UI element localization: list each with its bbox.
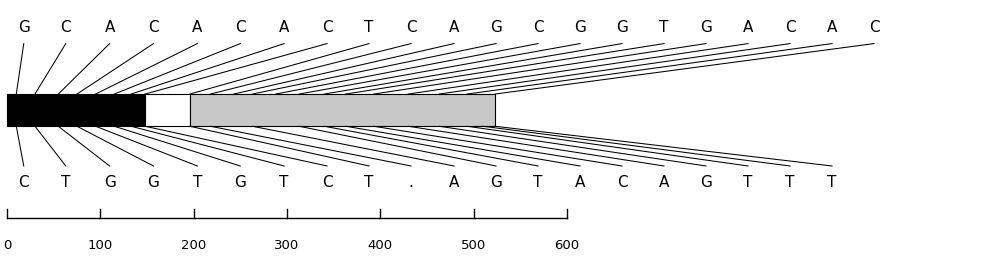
Text: 400: 400	[368, 239, 393, 252]
Text: A: A	[575, 175, 585, 190]
Text: A: A	[449, 20, 459, 35]
Text: G: G	[148, 175, 159, 190]
Text: T: T	[364, 175, 374, 190]
Text: 0: 0	[3, 239, 11, 252]
Text: T: T	[533, 175, 543, 190]
Text: A: A	[279, 20, 289, 35]
Text: C: C	[617, 175, 627, 190]
Text: C: C	[18, 175, 29, 190]
Text: G: G	[104, 175, 116, 190]
Text: T: T	[193, 175, 202, 190]
Text: A: A	[743, 20, 753, 35]
Text: C: C	[322, 175, 332, 190]
Text: G: G	[616, 20, 628, 35]
Text: T: T	[659, 20, 669, 35]
Text: G: G	[18, 20, 30, 35]
Text: A: A	[659, 175, 669, 190]
Text: T: T	[61, 175, 70, 190]
Text: C: C	[406, 20, 416, 35]
Text: G: G	[490, 175, 502, 190]
Text: 500: 500	[461, 239, 486, 252]
Text: T: T	[785, 175, 795, 190]
Bar	[7, 94, 145, 126]
Text: 300: 300	[274, 239, 300, 252]
Text: C: C	[235, 20, 246, 35]
Text: T: T	[279, 175, 289, 190]
Text: C: C	[785, 20, 795, 35]
Text: 600: 600	[554, 239, 580, 252]
Text: 200: 200	[181, 239, 206, 252]
Bar	[145, 94, 190, 126]
Text: 100: 100	[88, 239, 113, 252]
Text: C: C	[322, 20, 332, 35]
Text: T: T	[364, 20, 374, 35]
Text: T: T	[743, 175, 753, 190]
Text: G: G	[700, 20, 712, 35]
Text: T: T	[827, 175, 837, 190]
Bar	[190, 94, 495, 126]
Text: A: A	[192, 20, 203, 35]
Text: C: C	[148, 20, 159, 35]
Text: G: G	[490, 20, 502, 35]
Text: G: G	[234, 175, 246, 190]
Text: G: G	[700, 175, 712, 190]
Text: C: C	[60, 20, 71, 35]
Text: .: .	[409, 175, 414, 190]
Text: A: A	[104, 20, 115, 35]
Text: C: C	[869, 20, 879, 35]
Text: A: A	[449, 175, 459, 190]
Text: C: C	[533, 20, 543, 35]
Text: G: G	[574, 20, 586, 35]
Text: A: A	[827, 20, 837, 35]
